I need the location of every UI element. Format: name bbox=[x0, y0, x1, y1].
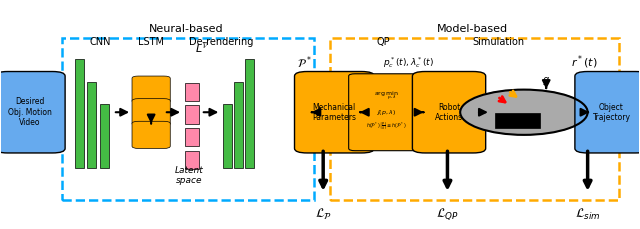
FancyBboxPatch shape bbox=[132, 121, 170, 148]
FancyBboxPatch shape bbox=[0, 71, 65, 153]
FancyBboxPatch shape bbox=[132, 99, 170, 126]
Text: $L^{\mathcal{V}}$: $L^{\mathcal{V}}$ bbox=[195, 42, 209, 56]
FancyBboxPatch shape bbox=[349, 74, 424, 151]
Text: Robot
Actions: Robot Actions bbox=[435, 103, 463, 122]
Text: Mechanical
Parameters: Mechanical Parameters bbox=[312, 103, 356, 122]
FancyBboxPatch shape bbox=[234, 82, 243, 168]
Circle shape bbox=[460, 90, 588, 135]
Text: QP: QP bbox=[377, 37, 390, 47]
FancyBboxPatch shape bbox=[185, 128, 199, 146]
FancyBboxPatch shape bbox=[223, 104, 232, 168]
Text: LSTM: LSTM bbox=[138, 37, 164, 47]
Text: $r^*(t)$: $r^*(t)$ bbox=[570, 54, 597, 71]
FancyBboxPatch shape bbox=[100, 104, 109, 168]
FancyBboxPatch shape bbox=[185, 105, 199, 124]
Text: $\arg\min_{p,\lambda}$: $\arg\min_{p,\lambda}$ bbox=[374, 90, 399, 103]
Text: De-rendering: De-rendering bbox=[189, 37, 253, 47]
Text: Simulation: Simulation bbox=[472, 37, 525, 47]
FancyBboxPatch shape bbox=[575, 71, 640, 153]
Text: $\mathcal{P}^*$: $\mathcal{P}^*$ bbox=[298, 54, 312, 71]
Text: $\mathcal{L}_{QP}$: $\mathcal{L}_{QP}$ bbox=[436, 206, 459, 222]
FancyBboxPatch shape bbox=[294, 71, 374, 153]
Text: $g$: $g$ bbox=[542, 75, 550, 87]
FancyBboxPatch shape bbox=[412, 71, 486, 153]
Text: Desired
Obj. Motion
Video: Desired Obj. Motion Video bbox=[8, 97, 52, 127]
Text: $\mathcal{L}_{\mathcal{P}}$: $\mathcal{L}_{\mathcal{P}}$ bbox=[315, 207, 332, 222]
FancyBboxPatch shape bbox=[88, 82, 97, 168]
FancyBboxPatch shape bbox=[75, 59, 84, 168]
Text: Object
Trajectory: Object Trajectory bbox=[593, 103, 630, 122]
Text: Neural-based: Neural-based bbox=[149, 24, 223, 33]
Text: Latent
space: Latent space bbox=[175, 166, 204, 185]
Text: $J(p,\lambda)$: $J(p,\lambda)$ bbox=[376, 108, 396, 117]
Text: Model-based: Model-based bbox=[437, 24, 509, 33]
FancyBboxPatch shape bbox=[185, 83, 199, 101]
FancyBboxPatch shape bbox=[185, 151, 199, 169]
Text: CNN: CNN bbox=[90, 37, 111, 47]
Text: $h(\mathcal{P}^*)\left[\frac{p}{\lambda}\right]\leq h(\mathcal{P}^*)$: $h(\mathcal{P}^*)\left[\frac{p}{\lambda}… bbox=[366, 121, 406, 132]
Text: $\mathcal{L}_{sim}$: $\mathcal{L}_{sim}$ bbox=[575, 207, 600, 222]
FancyBboxPatch shape bbox=[495, 113, 540, 128]
FancyBboxPatch shape bbox=[132, 76, 170, 103]
Text: $p_c^*(t), \lambda_c^*(t)$: $p_c^*(t), \lambda_c^*(t)$ bbox=[383, 55, 433, 70]
FancyBboxPatch shape bbox=[245, 59, 253, 168]
